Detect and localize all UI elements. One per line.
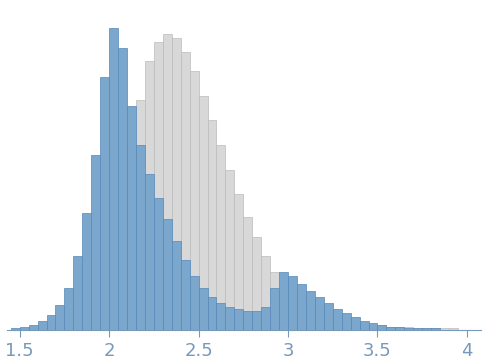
Bar <box>315 297 324 330</box>
Bar <box>404 329 413 330</box>
Bar <box>136 100 145 330</box>
Bar <box>208 297 216 330</box>
Bar <box>368 323 378 330</box>
Bar <box>404 326 413 330</box>
Bar <box>226 171 234 330</box>
Bar <box>252 237 261 330</box>
Bar <box>324 313 333 330</box>
Bar <box>368 325 378 330</box>
Bar <box>378 325 386 330</box>
Bar <box>20 326 29 330</box>
Bar <box>127 106 136 330</box>
Bar <box>342 313 350 330</box>
Bar <box>297 284 306 330</box>
Bar <box>431 329 440 330</box>
Bar <box>324 303 333 330</box>
Bar <box>288 276 297 330</box>
Bar <box>360 321 368 330</box>
Bar <box>74 256 82 330</box>
Bar <box>181 260 190 330</box>
Bar <box>226 307 234 330</box>
Bar <box>163 34 172 330</box>
Bar <box>109 28 118 330</box>
Bar <box>208 120 216 330</box>
Bar <box>422 329 431 330</box>
Bar <box>270 272 279 330</box>
Bar <box>288 291 297 330</box>
Bar <box>449 329 458 330</box>
Bar <box>181 52 190 330</box>
Bar <box>154 198 163 330</box>
Bar <box>29 325 38 330</box>
Bar <box>100 77 109 330</box>
Bar <box>243 217 252 330</box>
Bar <box>252 311 261 330</box>
Bar <box>306 291 315 330</box>
Bar <box>297 299 306 330</box>
Bar <box>38 321 46 330</box>
Bar <box>91 155 100 330</box>
Bar <box>234 309 243 330</box>
Bar <box>422 329 431 330</box>
Bar <box>145 174 154 330</box>
Bar <box>440 329 449 330</box>
Bar <box>378 325 386 330</box>
Bar <box>216 303 226 330</box>
Bar <box>64 287 74 330</box>
Bar <box>145 61 154 330</box>
Bar <box>216 145 226 330</box>
Bar <box>127 145 136 330</box>
Bar <box>172 38 181 330</box>
Bar <box>82 213 91 330</box>
Bar <box>136 145 145 330</box>
Bar <box>56 305 64 330</box>
Bar <box>386 326 395 330</box>
Bar <box>350 321 360 330</box>
Bar <box>395 326 404 330</box>
Bar <box>261 307 270 330</box>
Bar <box>46 315 56 330</box>
Bar <box>270 287 279 330</box>
Bar <box>11 329 20 330</box>
Bar <box>431 329 440 330</box>
Bar <box>243 311 252 330</box>
Bar <box>360 323 368 330</box>
Bar <box>163 219 172 330</box>
Bar <box>198 97 208 330</box>
Bar <box>190 276 198 330</box>
Bar <box>190 71 198 330</box>
Bar <box>342 319 350 330</box>
Bar <box>413 329 422 330</box>
Bar <box>333 309 342 330</box>
Bar <box>306 305 315 330</box>
Bar <box>154 42 163 330</box>
Bar <box>279 282 288 330</box>
Bar <box>234 194 243 330</box>
Bar <box>118 48 127 330</box>
Bar <box>315 309 324 330</box>
Bar <box>333 317 342 330</box>
Bar <box>350 317 360 330</box>
Bar <box>395 326 404 330</box>
Bar <box>172 241 181 330</box>
Bar <box>198 287 208 330</box>
Bar <box>279 272 288 330</box>
Bar <box>413 329 422 330</box>
Bar <box>386 326 395 330</box>
Bar <box>261 256 270 330</box>
